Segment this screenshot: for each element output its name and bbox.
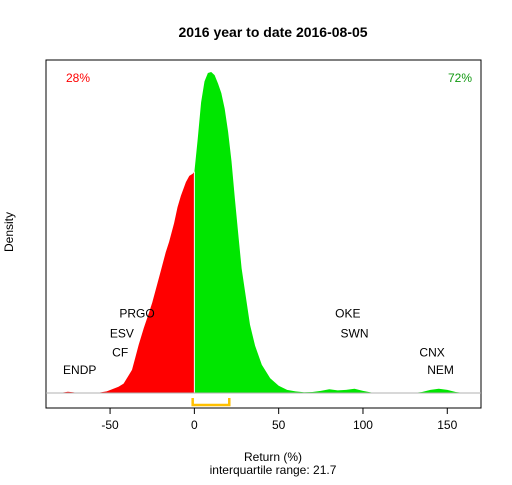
stock-label: ESV bbox=[110, 326, 134, 340]
x-axis-label: Return (%) bbox=[244, 450, 302, 464]
plot-frame bbox=[45, 59, 482, 409]
plot-area: -50 0 50 100 150 ENDP CF ESV PRGO OKE SWN CNX NEM bbox=[45, 59, 482, 432]
x-tick-label: 0 bbox=[191, 418, 198, 432]
x-tick-label: 150 bbox=[437, 418, 457, 432]
x-tick-label: 50 bbox=[272, 418, 286, 432]
x-tick-label: 100 bbox=[353, 418, 373, 432]
stock-label: OKE bbox=[335, 306, 360, 320]
chart-title: 2016 year to date 2016-08-05 bbox=[178, 24, 367, 40]
stock-label: CNX bbox=[419, 345, 444, 359]
stock-label: SWN bbox=[341, 326, 369, 340]
iqr-bracket bbox=[191, 398, 231, 407]
stock-label: NEM bbox=[427, 363, 454, 377]
y-axis-label: Density bbox=[2, 212, 16, 252]
iqr-subtitle: interquartile range: 21.7 bbox=[210, 463, 337, 477]
negative-share-label: 28% bbox=[66, 71, 90, 85]
stock-label: PRGO bbox=[119, 306, 154, 320]
negative-density-area bbox=[46, 171, 195, 393]
stock-label: ENDP bbox=[63, 363, 96, 377]
positive-share-label: 72% bbox=[448, 71, 472, 85]
stock-label: CF bbox=[112, 345, 128, 359]
x-tick-label: -50 bbox=[101, 418, 119, 432]
positive-density-area bbox=[194, 72, 481, 393]
